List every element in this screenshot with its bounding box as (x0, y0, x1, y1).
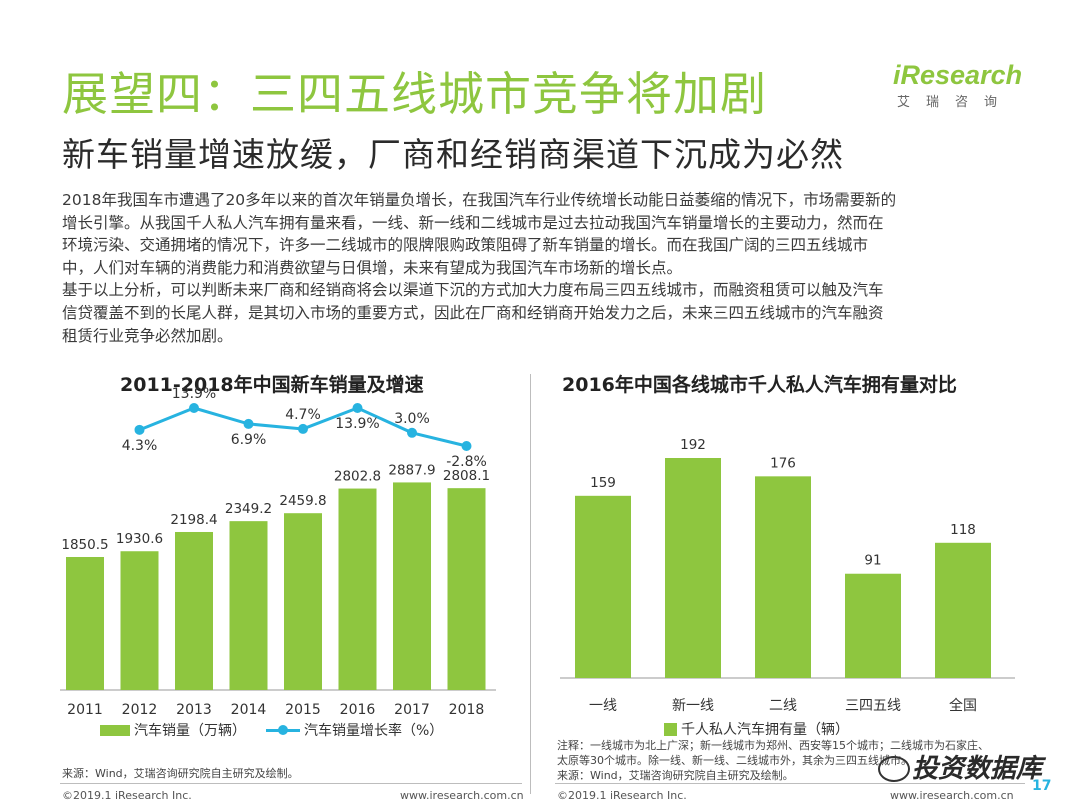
growth-label-2014: 6.9% (231, 432, 267, 448)
growth-point-2015 (298, 423, 308, 434)
x-tick-全国: 全国 (949, 697, 977, 714)
bar-label-2017: 2887.9 (388, 462, 435, 478)
x-tick-三四五线: 三四五线 (845, 698, 901, 714)
legend-bar-swatch (100, 724, 130, 736)
right-note-line: 注释：一线城市为北上广深；新一线城市为郑州、西安等15个城市；二线城市为石家庄、 (557, 739, 989, 752)
bar-2017 (393, 482, 431, 690)
growth-point-2017 (407, 427, 417, 438)
x-tick-2018: 2018 (449, 702, 485, 718)
bar-2018 (447, 488, 486, 690)
bar-label-2012: 1930.6 (116, 531, 163, 547)
body-line: 信贷覆盖不到的长尾人群，是其切入市场的重要方式，因此在厂商和经销商开始发力之后，… (62, 303, 884, 322)
body-line: 2018年我国车市遭遇了20多年以来的首次年销量负增长，在我国汽车行业传统增长动… (62, 191, 897, 209)
x-tick-2012: 2012 (122, 702, 158, 718)
bar-label-全国: 118 (950, 522, 976, 538)
legend-line-label: 汽车销量增长率（%） (304, 723, 444, 739)
growth-point-2014 (243, 418, 254, 429)
right-footer-rule (555, 783, 1025, 784)
growth-point-2013 (189, 403, 199, 413)
bar-label-新一线: 192 (680, 437, 706, 453)
bar-label-2016: 2802.8 (334, 469, 381, 485)
left-url: www.iresearch.com.cn (400, 789, 524, 802)
page-title: 展望四：三四五线城市竞争将加剧 (62, 67, 767, 121)
page-number-badge: 17 (1032, 778, 1052, 794)
legend-bar-swatch (664, 722, 677, 736)
legend-bar-label: 汽车销量（万辆） (134, 723, 246, 739)
growth-point-2012 (134, 424, 145, 435)
right-url: www.iresearch.com.cn (890, 789, 1014, 802)
bar-三四五线 (845, 573, 901, 678)
x-tick-2016: 2016 (340, 702, 376, 718)
bar-label-2018: 2808.1 (443, 468, 490, 484)
legend-bar-label: 千人私人汽车拥有量（辆） (681, 722, 849, 738)
bar-2012 (120, 551, 159, 690)
bar-label-一线: 159 (590, 475, 616, 491)
body-line: 租赁行业竞争必然加剧。 (62, 326, 233, 345)
growth-label-2015: 4.7% (285, 407, 321, 423)
bar-label-2013: 2198.4 (170, 512, 217, 528)
growth-label-2016: 13.9% (335, 416, 379, 432)
bar-二线 (755, 476, 811, 678)
bar-label-2015: 2459.8 (279, 493, 326, 509)
bar-label-2014: 2349.2 (225, 501, 272, 517)
growth-point-2018 (461, 441, 472, 451)
bar-label-二线: 176 (770, 455, 796, 471)
growth-label-2017: 3.0% (394, 411, 430, 427)
body-paragraph: 2018年我国车市遭遇了20多年以来的首次年销量负增长，在我国汽车行业传统增长动… (62, 189, 1042, 347)
right-chart: 159 一线 192 新一线 176 二线 91 三四五线 118 全国 (560, 437, 1015, 714)
right-chart-title: 2016年中国各线城市千人私人汽车拥有量对比 (562, 374, 957, 396)
right-chart-legend: 千人私人汽车拥有量（辆） (664, 719, 849, 739)
bar-2014 (229, 521, 268, 690)
left-chart-title: 2011-2018年中国新车销量及增速 (120, 374, 424, 396)
x-tick-二线: 二线 (769, 698, 797, 714)
iresearch-logo: iResearch 艾瑞咨询 (893, 60, 1033, 110)
logo-main-text: iResearch (893, 60, 1023, 90)
page-subtitle: 新车销量增速放缓，厂商和经销商渠道下沉成为必然 (62, 135, 844, 174)
bar-全国 (935, 542, 991, 678)
watermark-text: 投资数据库 (912, 754, 1043, 784)
left-chart: 1850.5 2011 1930.6 2012 2198.4 2013 2349.2 2014… (60, 386, 496, 718)
growth-label-2013: 13.9% (172, 386, 216, 402)
left-chart-legend: 汽车销量（万辆） 汽车销量增长率（%） (100, 720, 443, 740)
x-tick-2015: 2015 (285, 702, 321, 718)
logo-sub-text: 艾瑞咨询 (897, 95, 1014, 110)
right-source-note: 来源：Wind，艾瑞咨询研究院自主研究及绘制。 (557, 769, 794, 782)
bar-2013 (175, 531, 213, 690)
bar-2016 (338, 488, 377, 690)
bar-label-2011: 1850.5 (61, 537, 108, 553)
bar-新一线 (665, 458, 721, 678)
body-line: 基于以上分析，可以判断未来厂商和经销商将会以渠道下沉的方式加大力度布局三四五线城… (62, 281, 884, 300)
right-notes: 注释：一线城市为北上广深；新一线城市为郑州、西安等15个城市；二线城市为石家庄、… (557, 738, 1047, 783)
growth-label-2018: -2.8% (446, 454, 487, 470)
x-tick-2014: 2014 (231, 702, 267, 718)
x-tick-2013: 2013 (176, 702, 212, 718)
body-line: 中，人们对车辆的消费能力和消费欲望与日俱增，未来有望成为我国汽车市场新的增长点。 (62, 258, 683, 277)
right-copyright: ©2019.1 iResearch Inc. (557, 789, 687, 802)
growth-point-2016 (352, 403, 363, 413)
bar-2015 (284, 513, 322, 690)
wechat-icon (878, 756, 910, 782)
body-line: 环境污染、交通拥堵的情况下，许多一二线城市的限牌限购政策阻碍了新车销量的增长。而… (62, 236, 869, 255)
left-copyright: ©2019.1 iResearch Inc. (62, 789, 192, 802)
growth-label-2012: 4.3% (122, 438, 158, 454)
bar-一线 (575, 495, 631, 678)
legend-line-swatch (266, 724, 300, 735)
x-tick-2011: 2011 (67, 702, 103, 718)
center-divider (530, 374, 531, 794)
x-tick-新一线: 新一线 (672, 698, 714, 714)
bar-label-三四五线: 91 (864, 553, 881, 569)
body-line: 增长引擎。从我国千人私人汽车拥有量来看，一线、新一线和二线城市是过去拉动我国汽车… (62, 213, 884, 232)
x-tick-一线: 一线 (589, 698, 617, 714)
x-tick-2017: 2017 (394, 702, 430, 718)
left-footer-rule (60, 783, 522, 784)
bar-2011 (66, 556, 104, 690)
left-source-note: 来源：Wind，艾瑞咨询研究院自主研究及绘制。 (62, 767, 299, 780)
right-note-line: 太原等30个城市。除一线、新一线、二线城市外，其余为三四五线城市。 (557, 754, 912, 767)
